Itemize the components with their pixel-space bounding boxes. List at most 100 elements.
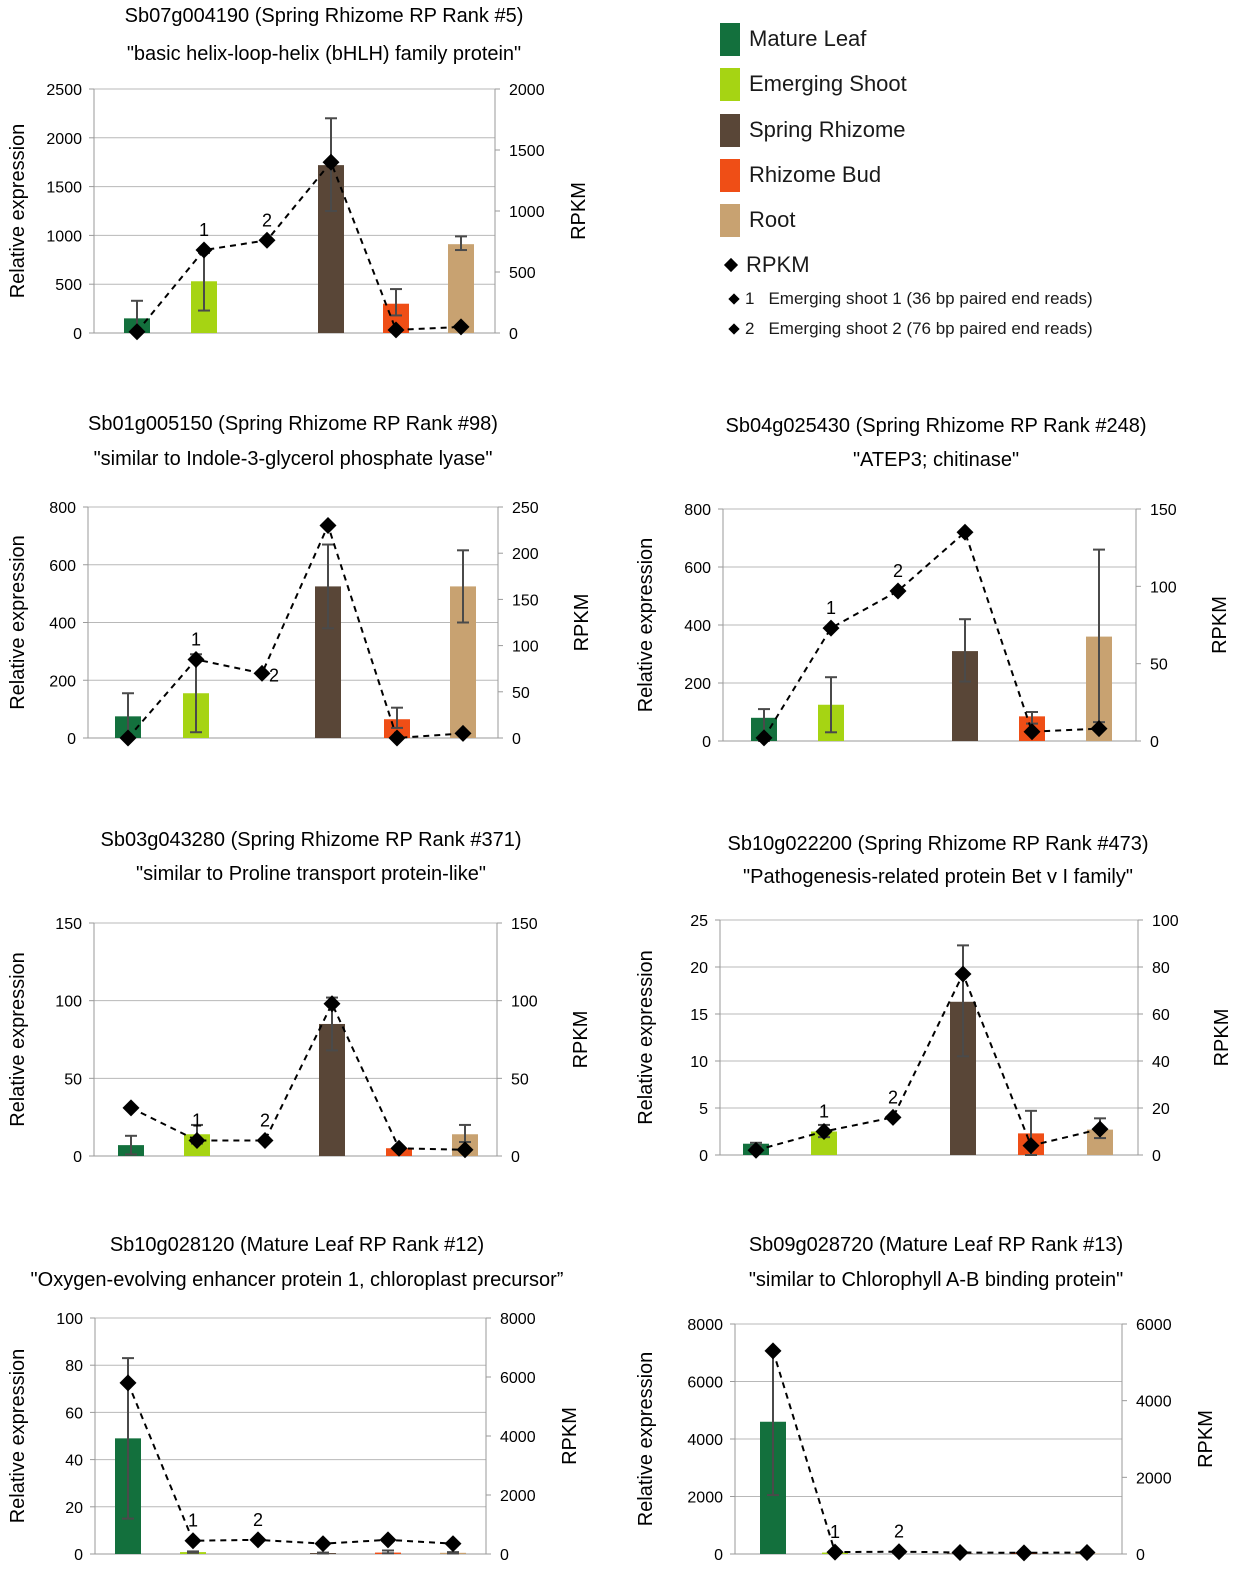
y-tick-label: 400 [684, 618, 711, 635]
legend-note-1: 1 Emerging shoot 1 (36 bp paired end rea… [728, 287, 1093, 311]
rpkm-point-label: 1 [192, 1110, 202, 1130]
legend-label: Spring Rhizome [749, 117, 906, 142]
rpkm-line [130, 1001, 466, 1151]
y2-tick-label: 150 [511, 916, 538, 933]
rpkm-point-label: 2 [893, 561, 903, 581]
y2-tick-label: 500 [509, 265, 536, 282]
legend-note-text: Emerging shoot 1 (36 bp paired end reads… [768, 289, 1093, 308]
y-axis-title: Relative expression [635, 950, 657, 1125]
legend: Mature Leaf Emerging Shoot Spring Rhizom… [720, 22, 1240, 352]
rpkm-point-label: 1 [188, 1511, 198, 1531]
y2-tick-label: 0 [1152, 1148, 1161, 1165]
rpkm-point [119, 729, 137, 747]
y-tick-label: 0 [73, 326, 82, 343]
legend-item-rpkm: RPKM [723, 248, 810, 282]
rpkm-point-label: 1 [830, 1522, 840, 1542]
legend-note-2: 2 Emerging shoot 2 (76 bp paired end rea… [728, 317, 1093, 341]
y2-axis-title: RPKM [1211, 1009, 1233, 1067]
y-tick-label: 1000 [46, 228, 82, 245]
y-tick-label: 80 [65, 1358, 83, 1375]
y-tick-label: 150 [55, 916, 82, 933]
rpkm-point [388, 729, 406, 747]
rpkm-point-label: 2 [260, 1110, 270, 1130]
y2-tick-label: 50 [1150, 657, 1168, 674]
y-tick-label: 200 [49, 673, 76, 690]
chart-title: Sb09g028720 (Mature Leaf RP Rank #13) [749, 1234, 1123, 1256]
legend-item-mature-leaf: Mature Leaf [720, 22, 866, 56]
y2-tick-label: 0 [512, 731, 521, 748]
rpkm-line [127, 522, 464, 740]
rpkm-point [122, 1099, 140, 1117]
rpkm-point [379, 1531, 397, 1549]
rpkm-point-label: 1 [819, 1102, 829, 1122]
legend-item-spring-rhizome: Spring Rhizome [720, 113, 906, 147]
y2-tick-label: 40 [1152, 1054, 1170, 1071]
rpkm-point [187, 650, 205, 668]
rpkm-point [452, 318, 470, 336]
y2-tick-label: 200 [512, 546, 539, 563]
chart-panel: Sb10g022200 (Spring Rhizome RP Rank #473… [635, 833, 1233, 1165]
y2-tick-label: 6000 [500, 1370, 536, 1387]
rpkm-point [889, 582, 907, 600]
y2-axis-title: RPKM [1209, 596, 1231, 654]
y2-tick-label: 100 [1152, 913, 1179, 930]
rpkm-point [1015, 1544, 1033, 1562]
rpkm-point [444, 1535, 462, 1553]
y-tick-label: 2000 [687, 1490, 723, 1507]
y2-tick-label: 0 [500, 1547, 509, 1564]
rpkm-point [195, 241, 213, 259]
rpkm-point-label: 1 [191, 629, 201, 649]
rpkm-point [119, 1374, 137, 1392]
y-axis-title: Relative expression [635, 538, 657, 713]
rpkm-point-label: 2 [894, 1522, 904, 1542]
rpkm-point [319, 516, 337, 534]
y2-tick-label: 0 [1136, 1547, 1145, 1564]
legend-swatch [720, 113, 740, 147]
y-tick-label: 100 [55, 994, 82, 1011]
y2-tick-label: 150 [512, 592, 539, 609]
rpkm-point [951, 1543, 969, 1561]
rpkm-point [314, 1535, 332, 1553]
y-tick-label: 50 [64, 1071, 82, 1088]
y-tick-label: 20 [65, 1500, 83, 1517]
chart-subtitle: "basic helix-loop-helix (bHLH) family pr… [127, 43, 521, 65]
legend-item-rhizome-bud: Rhizome Bud [720, 158, 881, 192]
y-tick-label: 800 [49, 500, 76, 517]
y-tick-label: 0 [702, 734, 711, 751]
y-tick-label: 0 [699, 1148, 708, 1165]
chart-title: Sb07g004190 (Spring Rhizome RP Rank #5) [125, 5, 524, 27]
bar [811, 1131, 837, 1155]
y2-tick-label: 1000 [509, 204, 545, 221]
rpkm-point [890, 1543, 908, 1561]
rpkm-point [764, 1342, 782, 1360]
chart-title: Sb04g025430 (Spring Rhizome RP Rank #248… [725, 415, 1146, 437]
y2-tick-label: 20 [1152, 1101, 1170, 1118]
y-tick-label: 8000 [687, 1317, 723, 1334]
diamond-marker-icon [723, 257, 739, 273]
rpkm-point [826, 1543, 844, 1561]
y2-tick-label: 250 [512, 500, 539, 517]
y-axis-title: Relative expression [635, 1352, 657, 1527]
y2-axis-title: RPKM [1195, 1410, 1217, 1468]
y-tick-label: 0 [714, 1547, 723, 1564]
chart-subtitle: "similar to Proline transport protein-li… [136, 863, 486, 885]
y-tick-label: 60 [65, 1405, 83, 1422]
rpkm-line [127, 1382, 454, 1545]
y2-tick-label: 0 [509, 326, 518, 343]
y-axis-title: Relative expression [7, 535, 29, 710]
rpkm-point [258, 231, 276, 249]
y-tick-label: 2500 [46, 82, 82, 99]
chart-subtitle: "Oxygen-evolving enhancer protein 1, chl… [31, 1269, 564, 1291]
chart-panel: Sb03g043280 (Spring Rhizome RP Rank #371… [7, 829, 592, 1166]
chart-subtitle: "Pathogenesis-related protein Bet v I fa… [743, 866, 1133, 888]
y2-tick-label: 100 [511, 994, 538, 1011]
legend-swatch [720, 67, 740, 101]
rpkm-point [128, 323, 146, 341]
y-tick-label: 25 [690, 913, 708, 930]
rpkm-point [322, 153, 340, 171]
rpkm-point [253, 664, 271, 682]
y-tick-label: 40 [65, 1453, 83, 1470]
y-tick-label: 400 [49, 616, 76, 633]
y-tick-label: 200 [684, 676, 711, 693]
